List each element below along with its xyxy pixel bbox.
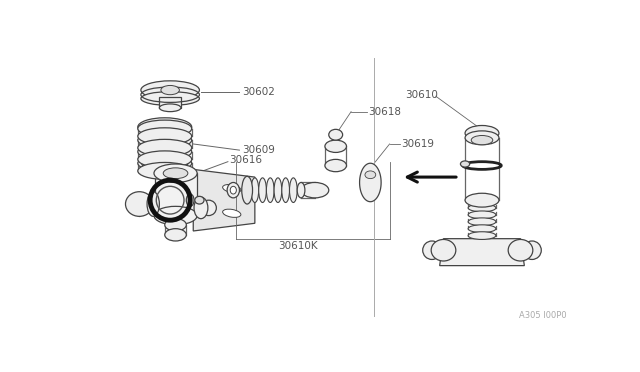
Ellipse shape [274,178,282,202]
Ellipse shape [138,128,192,145]
Ellipse shape [465,131,499,145]
Ellipse shape [141,162,188,177]
Ellipse shape [365,171,376,179]
Ellipse shape [138,143,192,160]
Text: 30616: 30616 [230,155,262,165]
Polygon shape [155,173,197,216]
Text: 30618: 30618 [368,107,401,117]
Ellipse shape [266,178,274,202]
Ellipse shape [141,155,188,171]
Ellipse shape [161,86,179,95]
Text: 30602: 30602 [242,87,275,97]
Ellipse shape [465,125,499,141]
Ellipse shape [227,183,239,198]
Text: A305 I00P0: A305 I00P0 [519,311,566,320]
Ellipse shape [468,225,496,232]
Ellipse shape [431,240,456,261]
Ellipse shape [282,178,289,202]
Ellipse shape [147,192,159,217]
Ellipse shape [201,200,216,216]
Ellipse shape [297,183,305,198]
Ellipse shape [141,92,200,106]
Polygon shape [360,163,381,202]
Polygon shape [440,239,524,266]
Ellipse shape [289,178,297,202]
Ellipse shape [223,209,241,217]
Ellipse shape [468,218,496,225]
Bar [159,97,181,108]
Ellipse shape [154,206,197,225]
Ellipse shape [242,176,253,204]
Ellipse shape [138,120,192,137]
Ellipse shape [243,178,251,202]
Polygon shape [193,169,255,231]
Ellipse shape [329,129,342,140]
Ellipse shape [223,185,241,193]
Ellipse shape [154,164,197,183]
Ellipse shape [138,132,192,148]
Ellipse shape [468,232,496,240]
Text: 30619: 30619 [401,139,434,149]
Ellipse shape [138,118,192,136]
Ellipse shape [460,161,470,167]
Ellipse shape [141,81,200,99]
Ellipse shape [325,159,346,172]
Ellipse shape [163,168,188,179]
Ellipse shape [230,186,236,194]
Ellipse shape [194,197,208,219]
Ellipse shape [138,155,192,172]
Ellipse shape [138,140,192,156]
Ellipse shape [465,193,499,207]
Ellipse shape [468,211,496,219]
Ellipse shape [164,229,186,241]
Ellipse shape [523,241,541,260]
Ellipse shape [138,163,192,179]
Ellipse shape [325,140,346,153]
Ellipse shape [259,178,266,202]
Ellipse shape [422,241,441,260]
Ellipse shape [195,196,204,204]
Text: 30610K: 30610K [278,241,317,251]
Ellipse shape [468,204,496,212]
Ellipse shape [186,194,194,206]
Ellipse shape [138,151,192,168]
Ellipse shape [471,135,493,145]
Ellipse shape [251,178,259,202]
Ellipse shape [159,104,181,112]
Ellipse shape [164,219,186,231]
Ellipse shape [301,183,329,198]
Ellipse shape [125,192,153,217]
Text: 30610: 30610 [405,90,438,100]
Ellipse shape [508,240,533,261]
Text: 30609: 30609 [242,145,275,155]
